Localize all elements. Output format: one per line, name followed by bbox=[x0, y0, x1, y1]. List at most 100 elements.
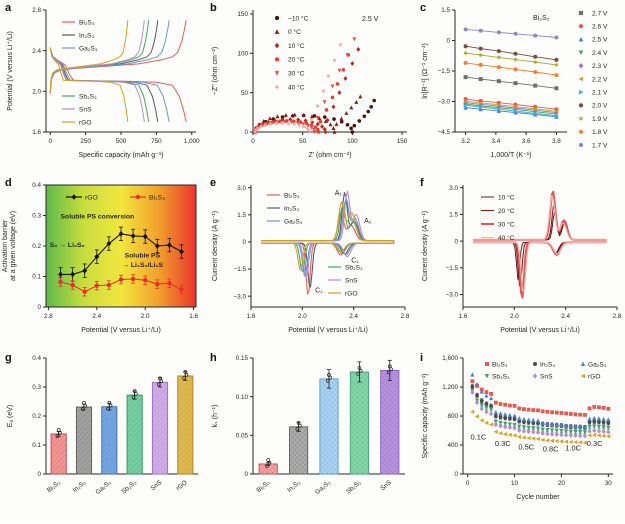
svg-text:40 °C: 40 °C bbox=[288, 83, 305, 91]
svg-text:150: 150 bbox=[397, 138, 408, 145]
svg-text:50: 50 bbox=[241, 90, 249, 97]
panel-label-h: h bbox=[210, 352, 217, 364]
svg-text:500: 500 bbox=[116, 138, 127, 145]
svg-text:2.4 V: 2.4 V bbox=[592, 50, 608, 57]
panel-label-e: e bbox=[210, 177, 217, 189]
svg-text:Soluble PS conversion: Soluble PS conversion bbox=[61, 214, 135, 221]
svg-text:rGO: rGO bbox=[588, 373, 600, 380]
svg-text:3.2: 3.2 bbox=[461, 138, 470, 145]
svg-text:2.0: 2.0 bbox=[32, 89, 41, 96]
svg-text:1.6: 1.6 bbox=[189, 313, 198, 320]
svg-text:rGO: rGO bbox=[345, 290, 357, 297]
svg-text:2.8: 2.8 bbox=[44, 313, 53, 320]
svg-text:250: 250 bbox=[80, 138, 91, 145]
chart-d-activation-barrier: 2.8 2.4 2.0 1.6 0 0.1 0.2 0.3 0.4 Potential (V ve… bbox=[2, 182, 198, 334]
svg-text:Bi₂S₃: Bi₂S₃ bbox=[149, 194, 165, 201]
svg-text:0: 0 bbox=[244, 471, 248, 478]
svg-text:Potential (V versus Li⁺/Li): Potential (V versus Li⁺/Li) bbox=[288, 327, 368, 334]
svg-text:3.0: 3.0 bbox=[237, 185, 246, 192]
svg-text:A₂: A₂ bbox=[364, 218, 372, 225]
panel-a: a 0 250 500 750 1,000 1.6 2.0 2.4 2.8 Specific ca… bbox=[0, 0, 205, 175]
svg-text:Sb₂S₃: Sb₂S₃ bbox=[345, 264, 363, 271]
svg-text:2.6 V: 2.6 V bbox=[592, 24, 608, 31]
svg-text:In₂S₃: In₂S₃ bbox=[79, 32, 94, 39]
svg-text:Ga₂S₃: Ga₂S₃ bbox=[284, 218, 303, 225]
panel-f: f 1.6 2.0 2.4 2.8 −3.0 −1.5 0 1.5 3.0 Potential (… bbox=[415, 175, 625, 350]
svg-text:40 °C: 40 °C bbox=[498, 234, 515, 242]
svg-text:−3.0: −3.0 bbox=[446, 292, 459, 299]
svg-text:20: 20 bbox=[558, 480, 566, 487]
chart-e-cv-materials: 1.6 2.0 2.4 2.8 −3.0 −1.5 0 1.5 3.0 Potential (V … bbox=[212, 185, 410, 334]
svg-text:0.1: 0.1 bbox=[32, 274, 41, 281]
svg-text:2.0: 2.0 bbox=[510, 313, 519, 320]
svg-text:Sb₂S₃: Sb₂S₃ bbox=[120, 479, 138, 496]
svg-text:In₂S₃: In₂S₃ bbox=[286, 479, 302, 494]
panel-b: b 0 50 100 150 0 50 100 150 Z′ (ohm cm⁻²) −Z″ (oh… bbox=[205, 0, 415, 175]
svg-text:Potential (V versus Li⁺/Li): Potential (V versus Li⁺/Li) bbox=[81, 327, 161, 334]
svg-text:2.8: 2.8 bbox=[32, 7, 41, 14]
chart-a-galvanostatic: 0 250 500 750 1,000 1.6 2.0 2.4 2.8 Specific capa… bbox=[7, 7, 200, 159]
svg-text:10: 10 bbox=[511, 480, 519, 487]
svg-text:0.15: 0.15 bbox=[236, 355, 249, 362]
svg-text:2.8: 2.8 bbox=[401, 313, 410, 320]
svg-text:1,600: 1,600 bbox=[442, 355, 458, 362]
panel-i: i 0 10 20 30 0 400 800 1,200 1,600 Cycle number Sp… bbox=[415, 350, 625, 521]
svg-text:−3.0: −3.0 bbox=[438, 99, 451, 106]
svg-text:1.5: 1.5 bbox=[449, 212, 458, 219]
svg-text:SnS: SnS bbox=[379, 479, 393, 492]
svg-text:10 °C: 10 °C bbox=[288, 42, 305, 50]
svg-text:0.2: 0.2 bbox=[32, 413, 41, 420]
svg-text:100: 100 bbox=[237, 50, 248, 57]
svg-text:2.8: 2.8 bbox=[613, 313, 622, 320]
panel-c: c 3.2 3.4 3.6 3.8 −4.5 −3.0 −1.5 0 1.5 1,000/T (K… bbox=[415, 0, 625, 175]
svg-text:Bi₂S₃: Bi₂S₃ bbox=[46, 479, 62, 494]
panel-g: g 0 0.1 0.2 0.3 0.4 Eₐ (eV) Bi₂S₃ In₂S₃ Ga₂S₃ Sb₂… bbox=[0, 350, 205, 521]
svg-text:Ga₂S₃: Ga₂S₃ bbox=[314, 479, 332, 496]
svg-text:at a given voltage (eV): at a given voltage (eV) bbox=[10, 211, 17, 281]
svg-text:→ Li₂S₂/Li₂S: → Li₂S₂/Li₂S bbox=[122, 262, 163, 269]
svg-text:2.7 V: 2.7 V bbox=[592, 10, 608, 17]
svg-text:50: 50 bbox=[299, 138, 307, 145]
svg-text:Bi₂S₃: Bi₂S₃ bbox=[255, 479, 271, 494]
svg-text:Ga₂S₃: Ga₂S₃ bbox=[588, 361, 607, 368]
svg-text:Activation barrier: Activation barrier bbox=[2, 219, 9, 272]
svg-text:800: 800 bbox=[447, 413, 458, 420]
svg-text:−1.5: −1.5 bbox=[438, 68, 451, 75]
svg-text:30 °C: 30 °C bbox=[288, 70, 305, 78]
svg-text:0: 0 bbox=[466, 480, 470, 487]
svg-text:Specific capacity (mAh g⁻¹): Specific capacity (mAh g⁻¹) bbox=[79, 152, 164, 159]
svg-text:0.5C: 0.5C bbox=[518, 442, 534, 451]
svg-text:30: 30 bbox=[605, 480, 613, 487]
svg-text:−10 °C: −10 °C bbox=[288, 14, 309, 22]
svg-text:1.5: 1.5 bbox=[441, 7, 450, 14]
svg-text:1.6: 1.6 bbox=[459, 313, 468, 320]
svg-text:0.1C: 0.1C bbox=[471, 432, 487, 441]
svg-text:2.4: 2.4 bbox=[349, 313, 358, 320]
svg-text:0: 0 bbox=[37, 304, 41, 311]
svg-text:0: 0 bbox=[37, 471, 41, 478]
chart-h-rate-constant-bars: 0 0.05 0.10 0.15 kₛ (h⁻¹) Bi₂S₃ In₂S₃ Ga₂S₃ Sb₂S… bbox=[212, 355, 405, 496]
svg-text:−1.5: −1.5 bbox=[446, 265, 459, 272]
svg-text:Cycle number: Cycle number bbox=[516, 494, 560, 501]
svg-text:rGO: rGO bbox=[85, 194, 98, 201]
svg-text:−3.0: −3.0 bbox=[234, 293, 247, 300]
svg-text:400: 400 bbox=[447, 442, 458, 449]
svg-text:Bi₂S₃: Bi₂S₃ bbox=[492, 361, 508, 368]
svg-text:0: 0 bbox=[242, 239, 246, 246]
svg-text:0.1: 0.1 bbox=[32, 442, 41, 449]
svg-text:1,200: 1,200 bbox=[442, 384, 458, 391]
svg-text:Bi₂S₃: Bi₂S₃ bbox=[284, 192, 300, 199]
svg-text:2.4: 2.4 bbox=[92, 313, 101, 320]
svg-text:Potential (V versus Li⁺/Li): Potential (V versus Li⁺/Li) bbox=[7, 31, 14, 111]
svg-text:20 °C: 20 °C bbox=[498, 207, 515, 215]
svg-text:SnS: SnS bbox=[150, 479, 164, 492]
svg-text:Current density (A g⁻¹): Current density (A g⁻¹) bbox=[212, 211, 219, 281]
svg-text:2.4: 2.4 bbox=[32, 48, 41, 55]
svg-text:ln[R⁻¹] (Ω⁻¹ cm⁻²): ln[R⁻¹] (Ω⁻¹ cm⁻²) bbox=[422, 43, 429, 99]
svg-text:1.8 V: 1.8 V bbox=[592, 129, 608, 136]
svg-text:3.0: 3.0 bbox=[449, 185, 458, 192]
svg-text:rGO: rGO bbox=[175, 479, 189, 492]
panel-d: d 2.8 2.4 2.0 1.6 0 0.1 0.2 0.3 0.4 Potential (V … bbox=[0, 175, 205, 350]
svg-text:0.3C: 0.3C bbox=[587, 439, 603, 448]
